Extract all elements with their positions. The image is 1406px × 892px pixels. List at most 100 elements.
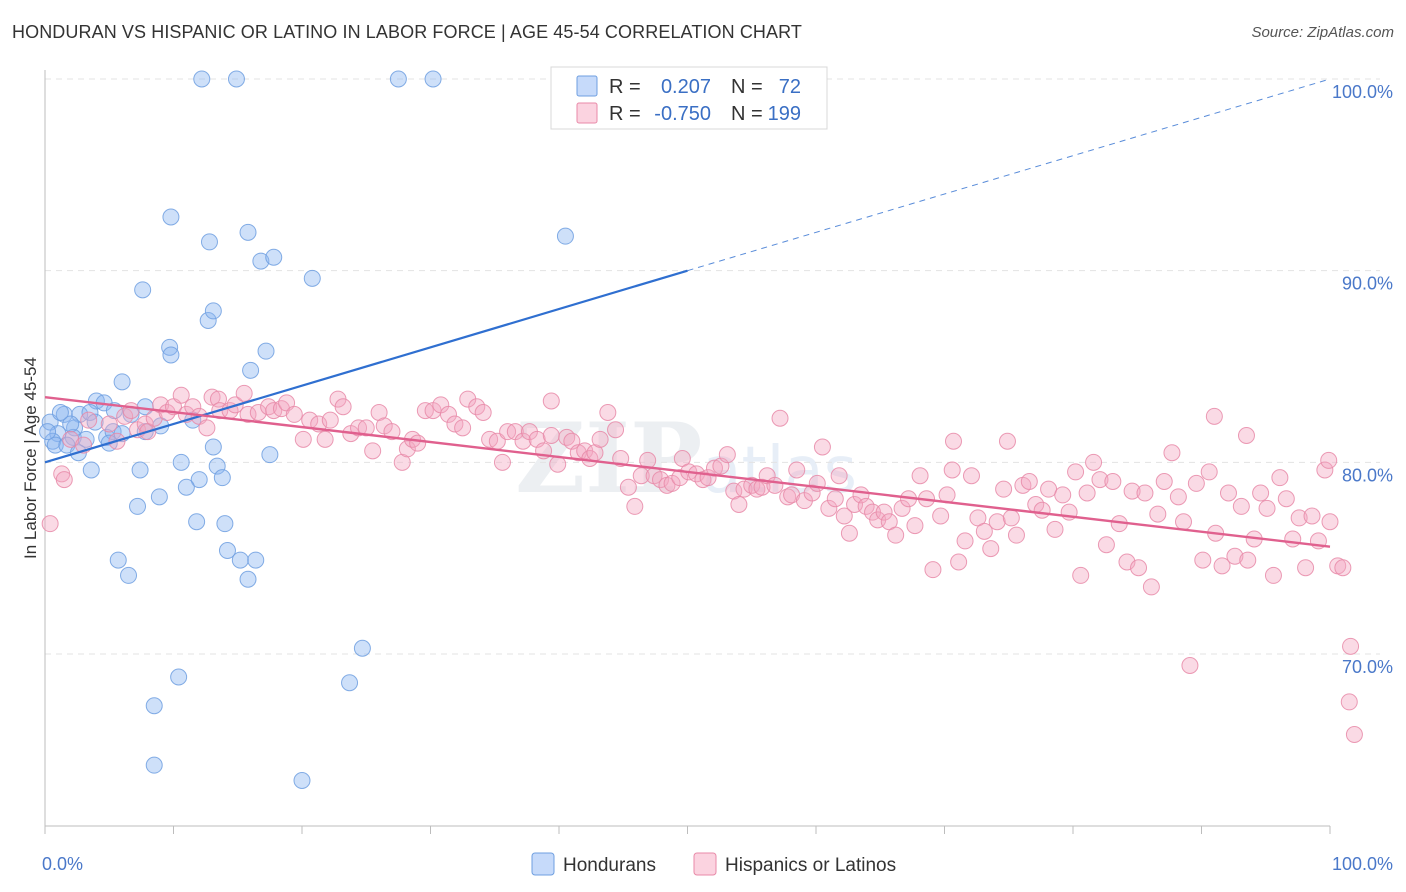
data-point [145, 756, 163, 774]
data-point [357, 419, 375, 437]
data-point [129, 497, 147, 515]
data-point [542, 392, 560, 410]
data-point [239, 570, 257, 588]
data-point [1040, 480, 1058, 498]
y-tick-label-1: 80.0% [1342, 465, 1393, 485]
data-point [1264, 566, 1282, 584]
data-point [887, 526, 905, 544]
data-point [1232, 497, 1250, 515]
data-point [398, 440, 416, 458]
data-point [198, 419, 216, 437]
data-point [446, 415, 464, 433]
data-point [956, 532, 974, 550]
data-point [1194, 551, 1212, 569]
data-point [134, 281, 152, 299]
data-point [424, 70, 442, 88]
data-point [1067, 463, 1085, 481]
data-points [39, 70, 1363, 789]
data-point [1226, 547, 1244, 565]
legend-n-label-1: N = [731, 76, 763, 98]
data-point [321, 411, 339, 429]
data-point [893, 499, 911, 517]
data-point [1320, 451, 1338, 469]
data-point [1181, 657, 1199, 674]
data-point [71, 405, 89, 423]
x-tick-labels: 0.0% 100.0% [42, 854, 1393, 874]
data-point [1091, 471, 1109, 489]
legend-swatch-hondurans [576, 75, 598, 97]
data-point [1345, 726, 1363, 743]
data-point [607, 421, 625, 439]
data-point [235, 384, 253, 402]
data-point [820, 499, 838, 517]
bottom-legend-swatch-hondurans [531, 852, 555, 876]
data-point [944, 432, 962, 450]
legend-n-value-2: 199 [768, 103, 801, 125]
data-point [730, 496, 748, 513]
data-point [556, 227, 574, 245]
data-point [1205, 407, 1223, 425]
data-point [1340, 693, 1358, 711]
data-point [542, 427, 560, 444]
data-point [1046, 520, 1064, 538]
data-point [1252, 484, 1270, 502]
data-point [113, 373, 131, 391]
data-point [55, 471, 73, 489]
data-point [218, 542, 236, 559]
x-tick-label-0: 0.0% [42, 854, 83, 874]
trend-line-hondurans [44, 269, 688, 464]
data-point [242, 361, 260, 379]
data-point [213, 469, 231, 487]
data-point [265, 248, 283, 266]
data-point [204, 302, 222, 320]
data-point [1169, 488, 1187, 506]
data-point [353, 639, 371, 657]
data-point [1078, 484, 1096, 502]
legend-swatch-hispanics [576, 102, 598, 124]
data-point [1072, 566, 1090, 584]
data-point [626, 497, 644, 515]
data-point [1290, 509, 1308, 527]
legend-n-value-1: 72 [779, 76, 801, 98]
data-point [803, 484, 821, 502]
data-point [80, 411, 98, 429]
data-point [1219, 484, 1237, 502]
data-point [193, 70, 211, 88]
data-point [120, 566, 138, 584]
trend-lines [44, 78, 1331, 548]
data-point [950, 553, 968, 571]
data-point [468, 398, 486, 416]
data-point [1213, 557, 1231, 575]
data-point [1033, 501, 1051, 519]
data-point [1175, 513, 1193, 531]
data-point [172, 386, 190, 404]
data-point [995, 480, 1013, 498]
data-point [826, 490, 844, 508]
data-point [239, 405, 257, 423]
legend-r-value-2: -0.750 [654, 103, 711, 125]
data-point [830, 467, 848, 485]
data-point [1136, 484, 1154, 502]
data-point [231, 551, 249, 569]
data-point [1054, 486, 1072, 504]
data-point [188, 513, 206, 531]
data-point [204, 438, 222, 456]
data-point [199, 312, 217, 329]
data-point [170, 668, 188, 686]
data-point [293, 772, 311, 789]
data-point [334, 398, 352, 416]
data-point [857, 497, 875, 515]
legend-r-label-1: R = [609, 76, 641, 98]
data-point [285, 405, 303, 423]
data-point [393, 453, 411, 471]
data-point [1258, 499, 1276, 517]
data-point [599, 404, 617, 421]
data-point [671, 469, 689, 487]
y-tick-label-2: 90.0% [1342, 274, 1393, 294]
series-legend: Hondurans Hispanics or Latinos [531, 852, 896, 876]
data-point [1142, 578, 1160, 596]
data-point [122, 402, 140, 420]
data-point [1237, 427, 1255, 444]
data-point [591, 430, 609, 448]
data-point [109, 551, 127, 569]
